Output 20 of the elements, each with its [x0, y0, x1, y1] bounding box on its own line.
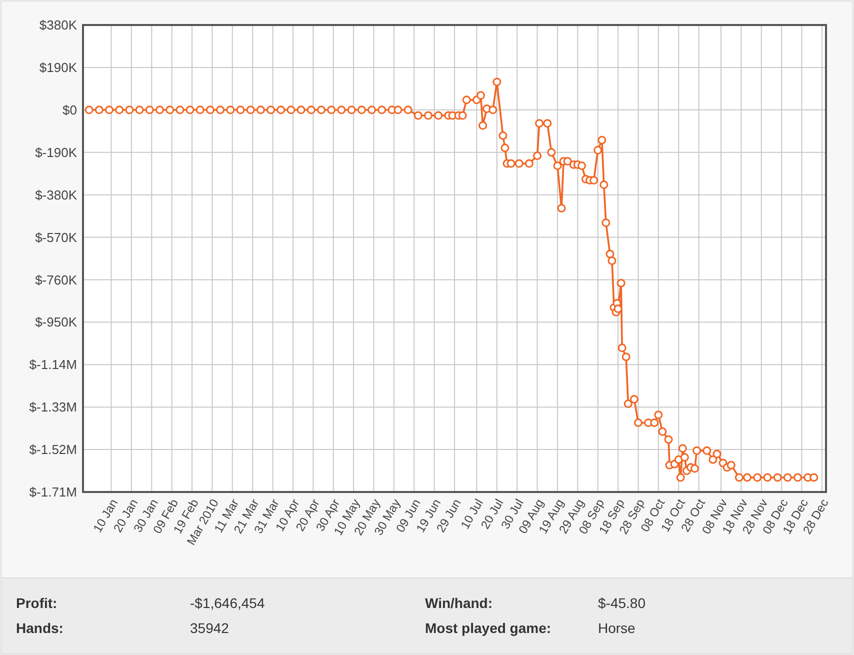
text: $-45.80 [598, 595, 646, 611]
y-tick-label: $-570K [35, 230, 78, 245]
y-tick-label: $-1.71M [29, 484, 77, 500]
y-tick-label: $-1.14M [29, 357, 77, 372]
y-tick-label: $-1.33M [29, 400, 77, 415]
y-tick-label: $-760K [35, 272, 78, 288]
text: Hands: [16, 620, 64, 636]
text: Most played game: [425, 620, 552, 636]
text: Profit: [16, 595, 58, 611]
y-tick-label: $380K [39, 18, 78, 33]
text: -$1,646,454 [190, 595, 265, 611]
text: Horse [598, 620, 636, 636]
text: 35942 [190, 620, 230, 636]
y-tick-label: $190K [39, 60, 78, 76]
y-tick-label: $-1.52M [29, 442, 77, 458]
text: Win/hand: [425, 595, 493, 611]
y-tick-label: $0 [62, 102, 77, 118]
y-tick-label: $-190K [35, 144, 78, 160]
y-tick-label: $-380K [35, 187, 78, 202]
y-tick-label: $-950K [35, 314, 78, 330]
